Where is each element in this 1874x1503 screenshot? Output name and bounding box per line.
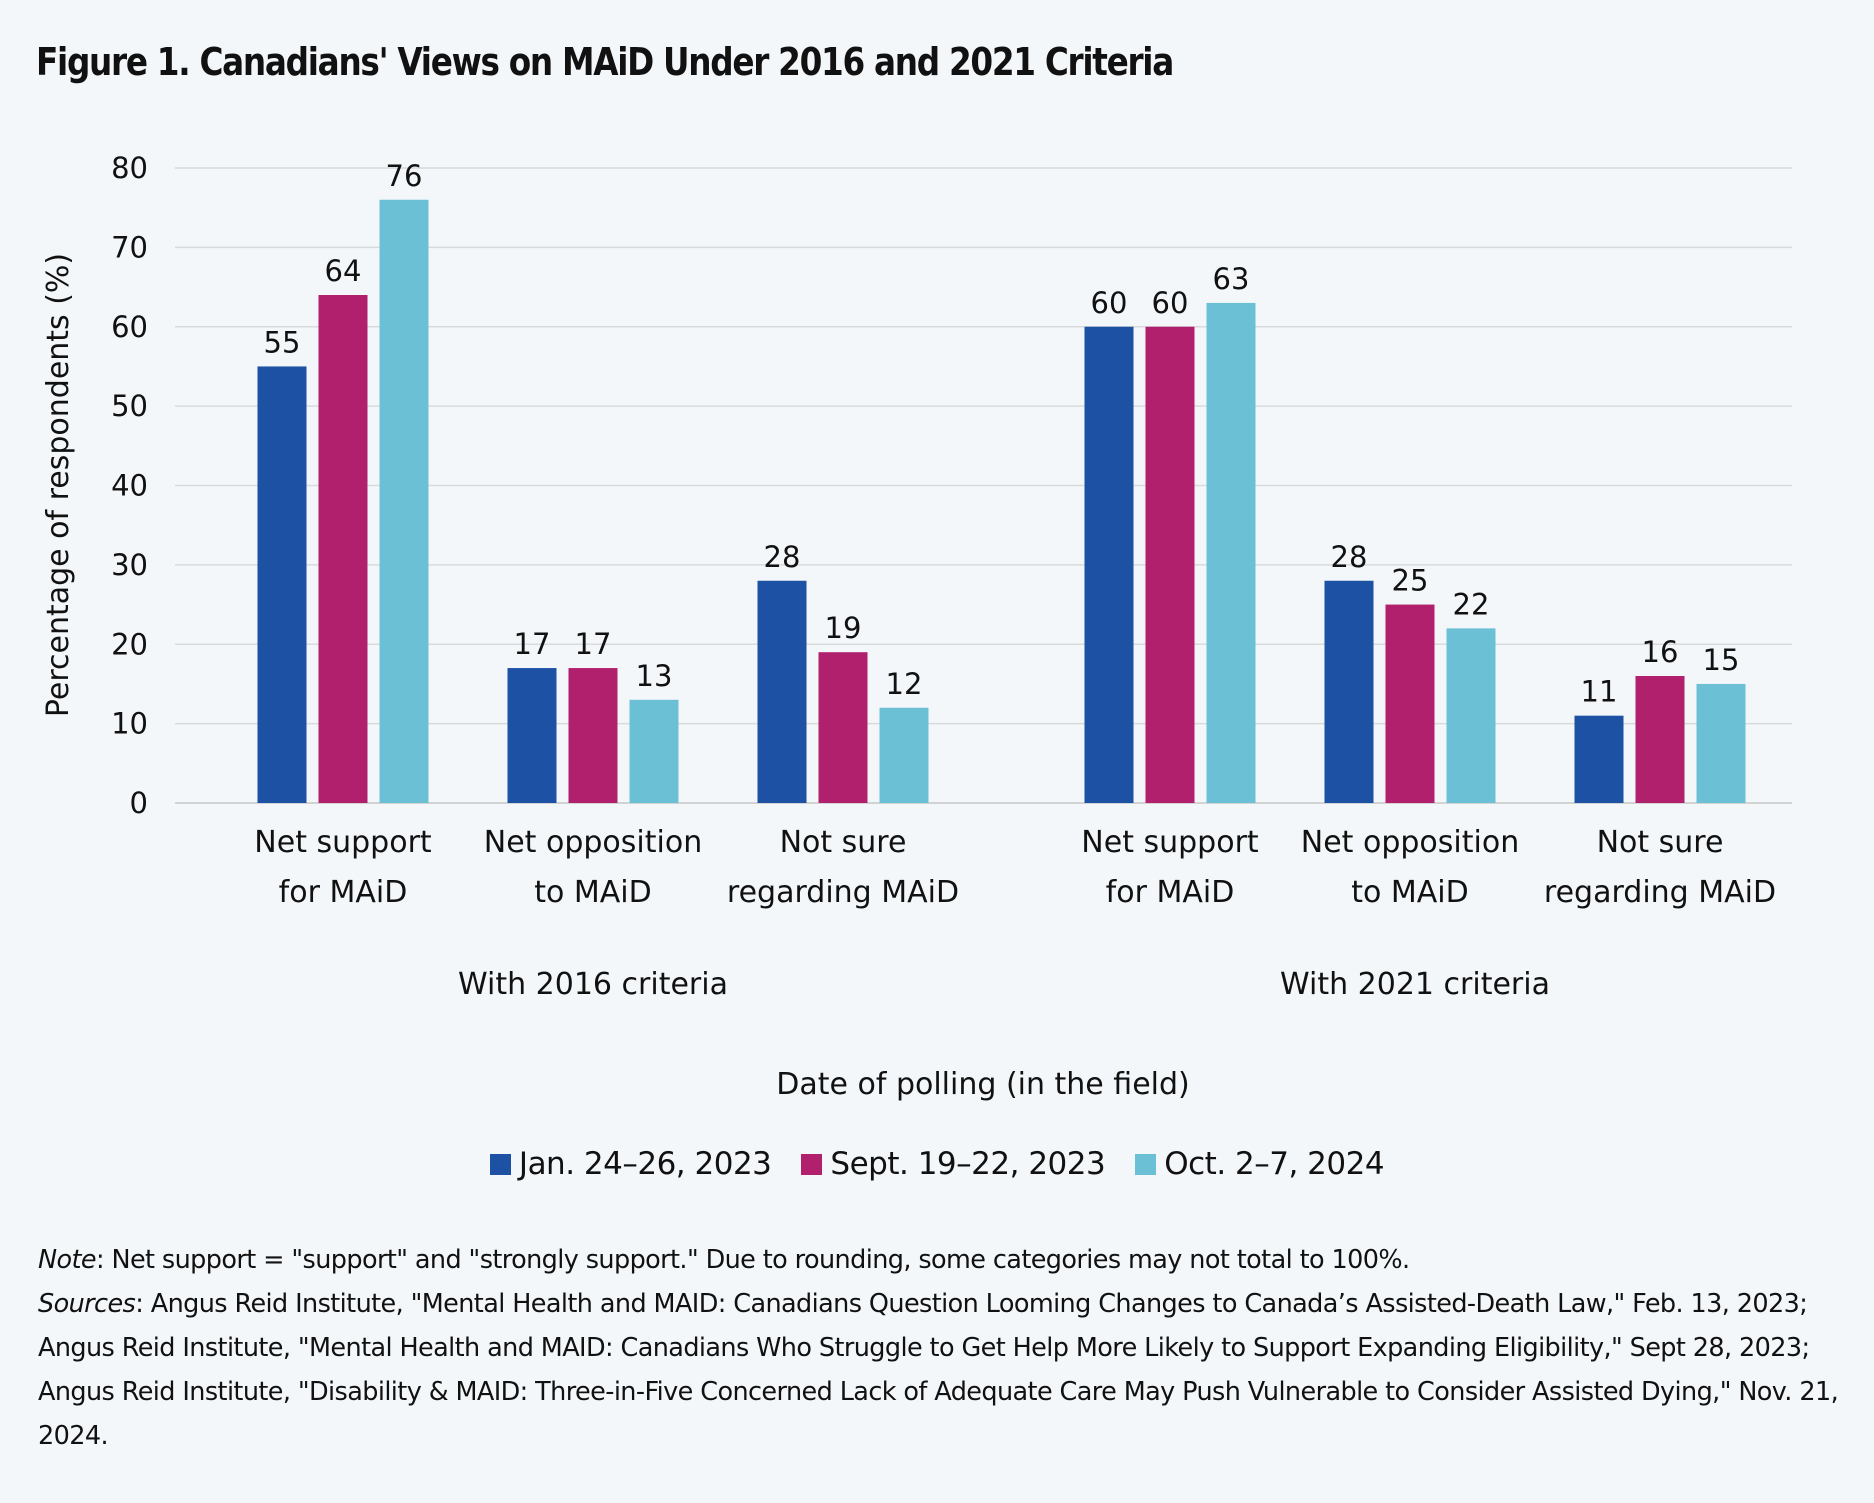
data-label: 55 bbox=[264, 325, 301, 359]
bar bbox=[1696, 683, 1746, 803]
bar bbox=[1084, 326, 1134, 803]
category-label: Not sure bbox=[1597, 825, 1724, 860]
category-label: to MAiD bbox=[534, 875, 652, 910]
notes: Note: Net support = "support" and "stron… bbox=[38, 1238, 1848, 1458]
y-tick-label: 50 bbox=[111, 389, 148, 423]
bar bbox=[757, 580, 807, 803]
y-tick-label: 30 bbox=[111, 548, 148, 582]
category-label: Net opposition bbox=[1301, 825, 1519, 860]
bar bbox=[1385, 604, 1435, 803]
legend-label: Oct. 2–7, 2024 bbox=[1164, 1146, 1385, 1182]
bar bbox=[1635, 676, 1685, 803]
bar bbox=[1446, 628, 1496, 803]
legend-item: Oct. 2–7, 2024 bbox=[1135, 1146, 1385, 1182]
bar bbox=[629, 699, 679, 803]
sources-line: Sources: Angus Reid Institute, "Mental H… bbox=[38, 1282, 1848, 1458]
category-label: Not sure bbox=[780, 825, 907, 860]
data-label: 12 bbox=[886, 667, 923, 701]
note-line: Note: Net support = "support" and "stron… bbox=[38, 1238, 1848, 1282]
data-label: 17 bbox=[514, 627, 551, 661]
bar bbox=[1574, 715, 1624, 803]
category-label: regarding MAiD bbox=[727, 875, 959, 910]
sources-text: : Angus Reid Institute, "Mental Health a… bbox=[38, 1289, 1839, 1451]
category-label: regarding MAiD bbox=[1544, 875, 1776, 910]
bar bbox=[507, 668, 557, 803]
data-label: 64 bbox=[325, 254, 362, 288]
bar bbox=[879, 707, 929, 803]
y-axis-title: Percentage of respondents (%) bbox=[41, 253, 76, 717]
y-tick-label: 10 bbox=[111, 707, 148, 741]
category-label: Net opposition bbox=[484, 825, 702, 860]
category-label: Net support bbox=[1081, 825, 1259, 860]
bar bbox=[257, 366, 307, 803]
note-label: Note bbox=[38, 1245, 97, 1275]
category-label: to MAiD bbox=[1351, 875, 1469, 910]
bar-chart: 0 10 20 30 40 50 60 70 80 Percentage of responden… bbox=[41, 151, 1792, 1102]
data-label: 19 bbox=[825, 611, 862, 645]
legend-label: Jan. 24–26, 2023 bbox=[518, 1146, 772, 1182]
chart-title: Figure 1. Canadians' Views on MAiD Under… bbox=[36, 40, 1174, 84]
data-label: 17 bbox=[575, 627, 612, 661]
sources-label: Sources bbox=[38, 1289, 136, 1319]
data-label: 28 bbox=[1331, 540, 1368, 574]
data-label: 11 bbox=[1581, 675, 1618, 709]
y-tick-label: 40 bbox=[111, 469, 148, 503]
bar bbox=[818, 652, 868, 803]
legend-swatch bbox=[1135, 1153, 1157, 1175]
bar bbox=[1324, 580, 1374, 803]
y-tick-label: 0 bbox=[130, 786, 148, 820]
bar bbox=[1145, 326, 1195, 803]
legend-swatch bbox=[801, 1153, 823, 1175]
data-label: 15 bbox=[1703, 643, 1740, 677]
y-tick-label: 80 bbox=[111, 151, 148, 185]
data-label: 60 bbox=[1152, 286, 1189, 320]
data-label: 22 bbox=[1453, 587, 1490, 621]
y-tick-label: 20 bbox=[111, 627, 148, 661]
data-label: 16 bbox=[1642, 635, 1679, 669]
data-label: 76 bbox=[386, 159, 423, 193]
x-axis-title: Date of polling (in the field) bbox=[776, 1067, 1189, 1102]
legend-swatch bbox=[489, 1153, 511, 1175]
data-label: 63 bbox=[1213, 262, 1250, 296]
category-label: Net support bbox=[254, 825, 432, 860]
legend-item: Sept. 19–22, 2023 bbox=[801, 1146, 1106, 1182]
category-label: for MAiD bbox=[279, 875, 408, 910]
y-tick-label: 70 bbox=[111, 230, 148, 264]
group-label: With 2021 criteria bbox=[1280, 967, 1550, 1002]
bar bbox=[1206, 302, 1256, 803]
group-label: With 2016 criteria bbox=[458, 967, 728, 1002]
data-label: 13 bbox=[636, 659, 673, 693]
legend: Jan. 24–26, 2023 Sept. 19–22, 2023 Oct. 2–… bbox=[0, 1146, 1874, 1182]
category-label: for MAiD bbox=[1106, 875, 1235, 910]
data-label: 28 bbox=[764, 540, 801, 574]
bar bbox=[318, 295, 368, 803]
bar bbox=[568, 668, 618, 803]
legend-item: Jan. 24–26, 2023 bbox=[489, 1146, 772, 1182]
data-label: 25 bbox=[1392, 564, 1429, 598]
bar bbox=[379, 199, 429, 803]
data-label: 60 bbox=[1091, 286, 1128, 320]
legend-label: Sept. 19–22, 2023 bbox=[830, 1146, 1106, 1182]
note-text: : Net support = "support" and "strongly … bbox=[95, 1245, 1410, 1275]
y-tick-label: 60 bbox=[111, 310, 148, 344]
